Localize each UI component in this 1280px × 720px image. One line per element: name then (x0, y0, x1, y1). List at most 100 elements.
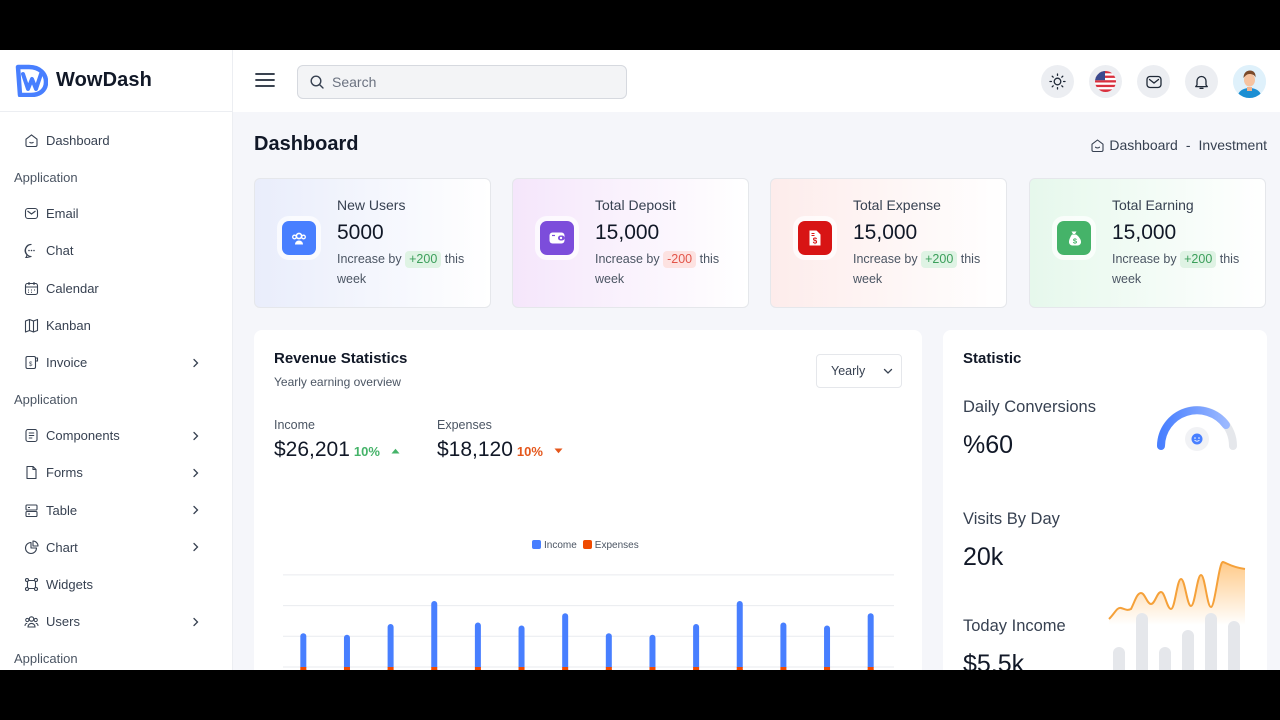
sidebar-item-invoice[interactable]: $ Invoice (0, 344, 232, 381)
sidebar-item-table[interactable]: Table (0, 492, 232, 529)
messages-button[interactable] (1137, 65, 1170, 98)
page-title: Dashboard (254, 133, 359, 155)
sidebar-item-label: Components (46, 428, 120, 444)
stat-card-total-expense: $ Total Expense 15,000 Increase by +200 thi… (770, 178, 1007, 308)
mail-icon (24, 208, 39, 220)
svg-text:$: $ (1073, 237, 1078, 246)
visits-by-day-value: 20k (963, 543, 1004, 571)
stat-card-new-users: New Users 5000 Increase by +200 this week (254, 178, 491, 308)
stat-card-description: Increase by +200 this week (1112, 251, 1240, 286)
sidebar-item-label: Chart (46, 539, 78, 555)
sidebar-item-label: Users (46, 614, 80, 630)
sidebar-item-label: Chat (46, 243, 74, 259)
search-icon (310, 75, 324, 89)
stat-card-icon-wrap (277, 216, 321, 260)
income-bar (867, 613, 874, 670)
income-bar (343, 634, 350, 670)
topbar (233, 50, 1280, 112)
sidebar-section-heading: Application (14, 650, 78, 666)
stat-card-value: 15,000 (595, 221, 660, 244)
stat-card-title: Total Expense (853, 197, 941, 213)
breadcrumb-separator: - (1185, 137, 1191, 153)
svg-text:$: $ (29, 362, 33, 368)
chevron-right-icon (193, 358, 199, 367)
sidebar-item-label: Widgets (46, 576, 93, 592)
stat-card-icon-box (540, 221, 574, 255)
sidebar-item-components[interactable]: Components (0, 417, 232, 454)
sidebar-item-label: Table (46, 502, 78, 518)
sidebar-item-chart[interactable]: Chart (0, 529, 232, 566)
stat-card-total-deposit: Total Deposit 15,000 Increase by -200 this… (512, 178, 749, 308)
notifications-button[interactable] (1185, 65, 1218, 98)
chart-legend: Income Expenses (532, 540, 639, 551)
smile-icon (1191, 433, 1203, 445)
expenses-change: 10% (516, 444, 543, 459)
income-value: $26,201 (274, 438, 350, 461)
brand-name: WowDash (56, 69, 152, 91)
visits-sparkline (1108, 560, 1246, 625)
file-icon (26, 466, 37, 480)
stat-card-title: Total Earning (1112, 197, 1194, 213)
app-frame: WowDash Dashboard Application Email Chat Cal… (0, 50, 1280, 670)
user-avatar-icon (1233, 65, 1266, 98)
sidebar-item-widgets[interactable]: Widgets (0, 566, 232, 603)
revenue-statistics-card: Revenue Statistics Yearly earning overvi… (254, 330, 922, 670)
period-select[interactable]: Yearly (816, 354, 902, 388)
legend-item-income[interactable]: Income (532, 540, 577, 551)
document-icon (25, 429, 38, 443)
search-box[interactable] (297, 65, 627, 99)
period-select-value: Yearly (831, 364, 866, 378)
stat-card-icon-wrap (535, 216, 579, 260)
wowdash-logo-icon (15, 64, 48, 97)
topbar-actions (1041, 65, 1266, 98)
today-income-bars (1113, 613, 1240, 670)
income-bar (431, 600, 438, 670)
sidebar-item-email[interactable]: Email (0, 195, 232, 232)
menu-toggle-icon[interactable] (255, 72, 275, 88)
sidebar: WowDash Dashboard Application Email Chat Cal… (0, 50, 233, 670)
sidebar-item-calendar[interactable]: Calendar (0, 270, 232, 307)
sidebar-nav: Dashboard Application Email Chat Calendar Kan… (0, 112, 232, 670)
theme-toggle-button[interactable] (1041, 65, 1074, 98)
stat-card-description: Increase by +200 this week (337, 251, 465, 286)
user-avatar[interactable] (1233, 65, 1266, 98)
invoice-icon: $ (25, 355, 39, 370)
brand-logo[interactable]: WowDash (0, 50, 232, 112)
search-input[interactable] (332, 74, 612, 90)
stat-card-icon-box (282, 221, 316, 255)
breadcrumb-current: Investment (1198, 137, 1267, 153)
mail-icon (1145, 75, 1162, 88)
calendar-icon (24, 281, 39, 295)
income-bar (605, 633, 612, 670)
chat-icon (24, 244, 35, 259)
sidebar-item-dashboard[interactable]: Dashboard (0, 122, 232, 159)
sidebar-item-forms[interactable]: Forms (0, 454, 232, 491)
legend-item-expenses[interactable]: Expenses (582, 540, 639, 551)
expenses-value: $18,120 (437, 438, 513, 461)
chevron-down-icon (883, 368, 893, 374)
wallet-icon (549, 232, 565, 244)
legend-swatch-income (532, 540, 541, 549)
stat-card-icon-box: $ (1057, 221, 1091, 255)
stat-card-title: Total Deposit (595, 197, 676, 213)
change-badge: +200 (1180, 251, 1217, 268)
income-bar (780, 622, 787, 670)
language-button[interactable] (1089, 65, 1122, 98)
income-bar (474, 622, 481, 670)
caret-up-icon (391, 448, 400, 454)
sidebar-item-label: Email (46, 206, 79, 222)
today-income-label: Today Income (963, 617, 1066, 635)
sidebar-item-label: Dashboard (46, 133, 110, 149)
revenue-title: Revenue Statistics (274, 350, 408, 367)
breadcrumb-home-link[interactable]: Dashboard (1109, 137, 1178, 153)
home-icon (25, 134, 38, 148)
sun-icon (1049, 73, 1066, 90)
expenses-kpi: $18,120 10% (437, 438, 563, 462)
sidebar-item-kanban[interactable]: Kanban (0, 307, 232, 344)
sidebar-item-users[interactable]: Users (0, 603, 232, 640)
sidebar-item-label: Forms (46, 465, 83, 481)
sidebar-item-chat[interactable]: Chat (0, 232, 232, 269)
stat-card-title: New Users (337, 197, 406, 213)
users-icon (24, 616, 39, 628)
change-badge: +200 (921, 251, 958, 268)
